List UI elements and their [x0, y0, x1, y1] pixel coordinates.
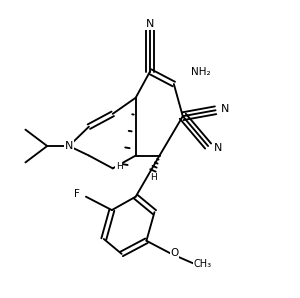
Text: NH₂: NH₂	[191, 67, 211, 77]
Text: O: O	[170, 248, 178, 258]
Text: N: N	[65, 141, 73, 151]
Text: CH₃: CH₃	[194, 259, 211, 269]
Text: F: F	[74, 189, 80, 199]
Text: N: N	[214, 142, 222, 153]
Text: N: N	[146, 19, 154, 30]
Text: N: N	[221, 104, 229, 114]
Text: H: H	[150, 173, 157, 182]
Text: H: H	[116, 162, 123, 171]
